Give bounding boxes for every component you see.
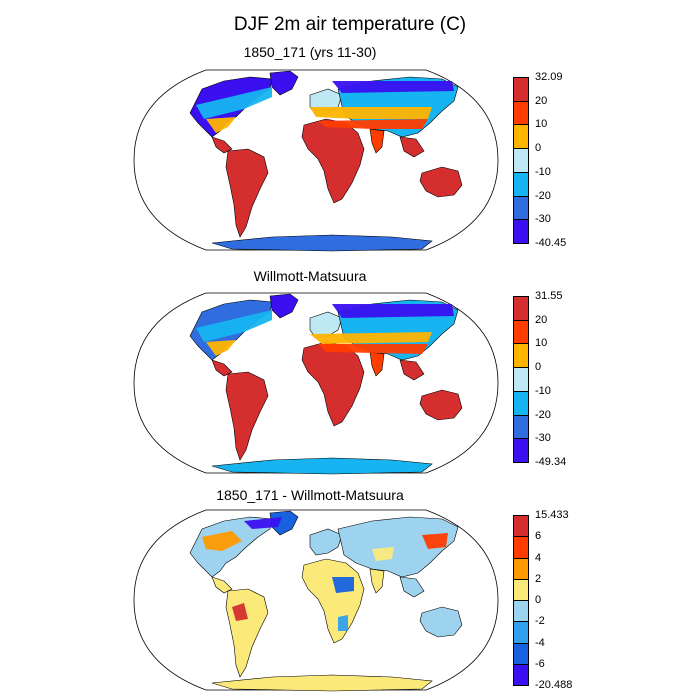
colorbar-tick-label: -10 [535,384,551,397]
land-southAmerica [225,148,269,238]
colorbar-swatch [513,368,529,392]
field-patch [202,531,242,551]
figure-title: DJF 2m air temperature (C) [233,14,467,35]
field-patch [318,344,428,354]
colorbar-tick-label: 15.433 [535,509,569,521]
panel-3-title: 1850_171 - Willmott-Matsuura [216,487,404,503]
colorbar-tick-label: -2 [535,615,545,628]
colorbar-swatch [513,172,529,197]
colorbar-tick-label: 6 [535,530,542,543]
colorbar-swatch [513,320,529,345]
field-patch [196,310,272,342]
land-australia [419,166,463,198]
colorbar-swatch [513,558,529,580]
colorbar-swatch [513,415,529,440]
colorbar-swatch [513,439,529,463]
panel-2-colorbar [513,296,529,463]
land-india [369,128,385,154]
land-australia [419,606,463,638]
colorbar-tick-label: -6 [535,657,545,670]
land-india [369,351,385,377]
panel-2-map [133,292,499,475]
field-patch [338,615,348,631]
colorbar-tick-label: 10 [535,118,548,131]
land-australia [419,389,463,421]
land-asia [337,516,459,578]
colorbar-swatch [513,622,529,644]
colorbar-swatch [513,196,529,221]
land-antarctica [211,234,433,252]
field-patch [422,533,448,549]
land-antarctica [211,457,433,475]
colorbar-swatch [513,664,529,686]
field-patch [232,603,248,621]
land-northAmerica [189,516,273,578]
colorbar-tick-label: -20 [535,408,551,421]
colorbar-swatch [513,101,529,126]
colorbar-swatch [513,391,529,416]
panel-3-map [133,509,499,692]
panel-1-title: 1850_171 (yrs 11-30) [243,44,377,60]
colorbar-tick-label: 0 [535,361,542,374]
colorbar-tick-label: 31.55 [535,290,563,302]
field-patch [310,332,432,344]
land-seAsia [399,136,425,158]
colorbar-tick-label: 10 [535,337,548,350]
colorbar-swatch [513,77,529,102]
land-seAsia [399,359,425,381]
panel-3-colorbar [513,515,529,686]
colorbar-swatch [513,220,529,244]
colorbar-swatch [513,537,529,559]
colorbar-swatch [513,125,529,150]
colorbar-tick-label: -20.488 [535,679,573,691]
panel-3-map-fill [133,509,499,692]
colorbar-tick-label: 20 [535,94,548,107]
field-patch [318,119,428,129]
field-patch [196,87,272,119]
field-patch [332,304,454,318]
colorbar-tick-label: -40.45 [535,237,567,249]
panel-1-map [133,69,499,252]
colorbar-swatch [513,601,529,623]
panel-1-colorbar [513,77,529,244]
field-patch [310,107,432,119]
panel-2-map-fill [133,292,499,475]
land-europe [309,528,343,556]
field-patch [244,517,282,529]
field-patch [372,547,394,561]
colorbar-tick-label: -30 [535,432,551,445]
colorbar-swatch [513,515,529,538]
land-seAsia [399,576,425,598]
colorbar-tick-label: -30 [535,213,551,226]
colorbar-swatch [513,643,529,665]
land-southAmerica [225,371,269,461]
panel-2-title: Willmott-Matsuura [253,268,367,284]
field-patch [332,81,454,93]
field-patch [206,340,236,356]
colorbar-swatch [513,149,529,173]
colorbar-tick-label: 20 [535,313,548,326]
colorbar-tick-label: -49.34 [535,456,567,468]
colorbar-swatch [513,344,529,369]
colorbar-tick-label: 32.09 [535,71,563,83]
land-india [369,568,385,594]
colorbar-tick-label: -4 [535,636,545,649]
field-patch [332,577,354,593]
colorbar-tick-label: 4 [535,551,542,564]
field-patch [206,117,236,133]
colorbar-tick-label: 0 [535,142,542,155]
land-europe [309,311,343,339]
colorbar-tick-label: -20 [535,189,551,202]
colorbar-tick-label: 0 [535,594,542,606]
colorbar-tick-label: -10 [535,165,551,178]
colorbar-swatch [513,296,529,321]
colorbar-tick-label: 2 [535,572,542,585]
panel-1-map-fill [133,69,499,252]
colorbar-swatch [513,579,529,601]
land-antarctica [211,674,433,692]
